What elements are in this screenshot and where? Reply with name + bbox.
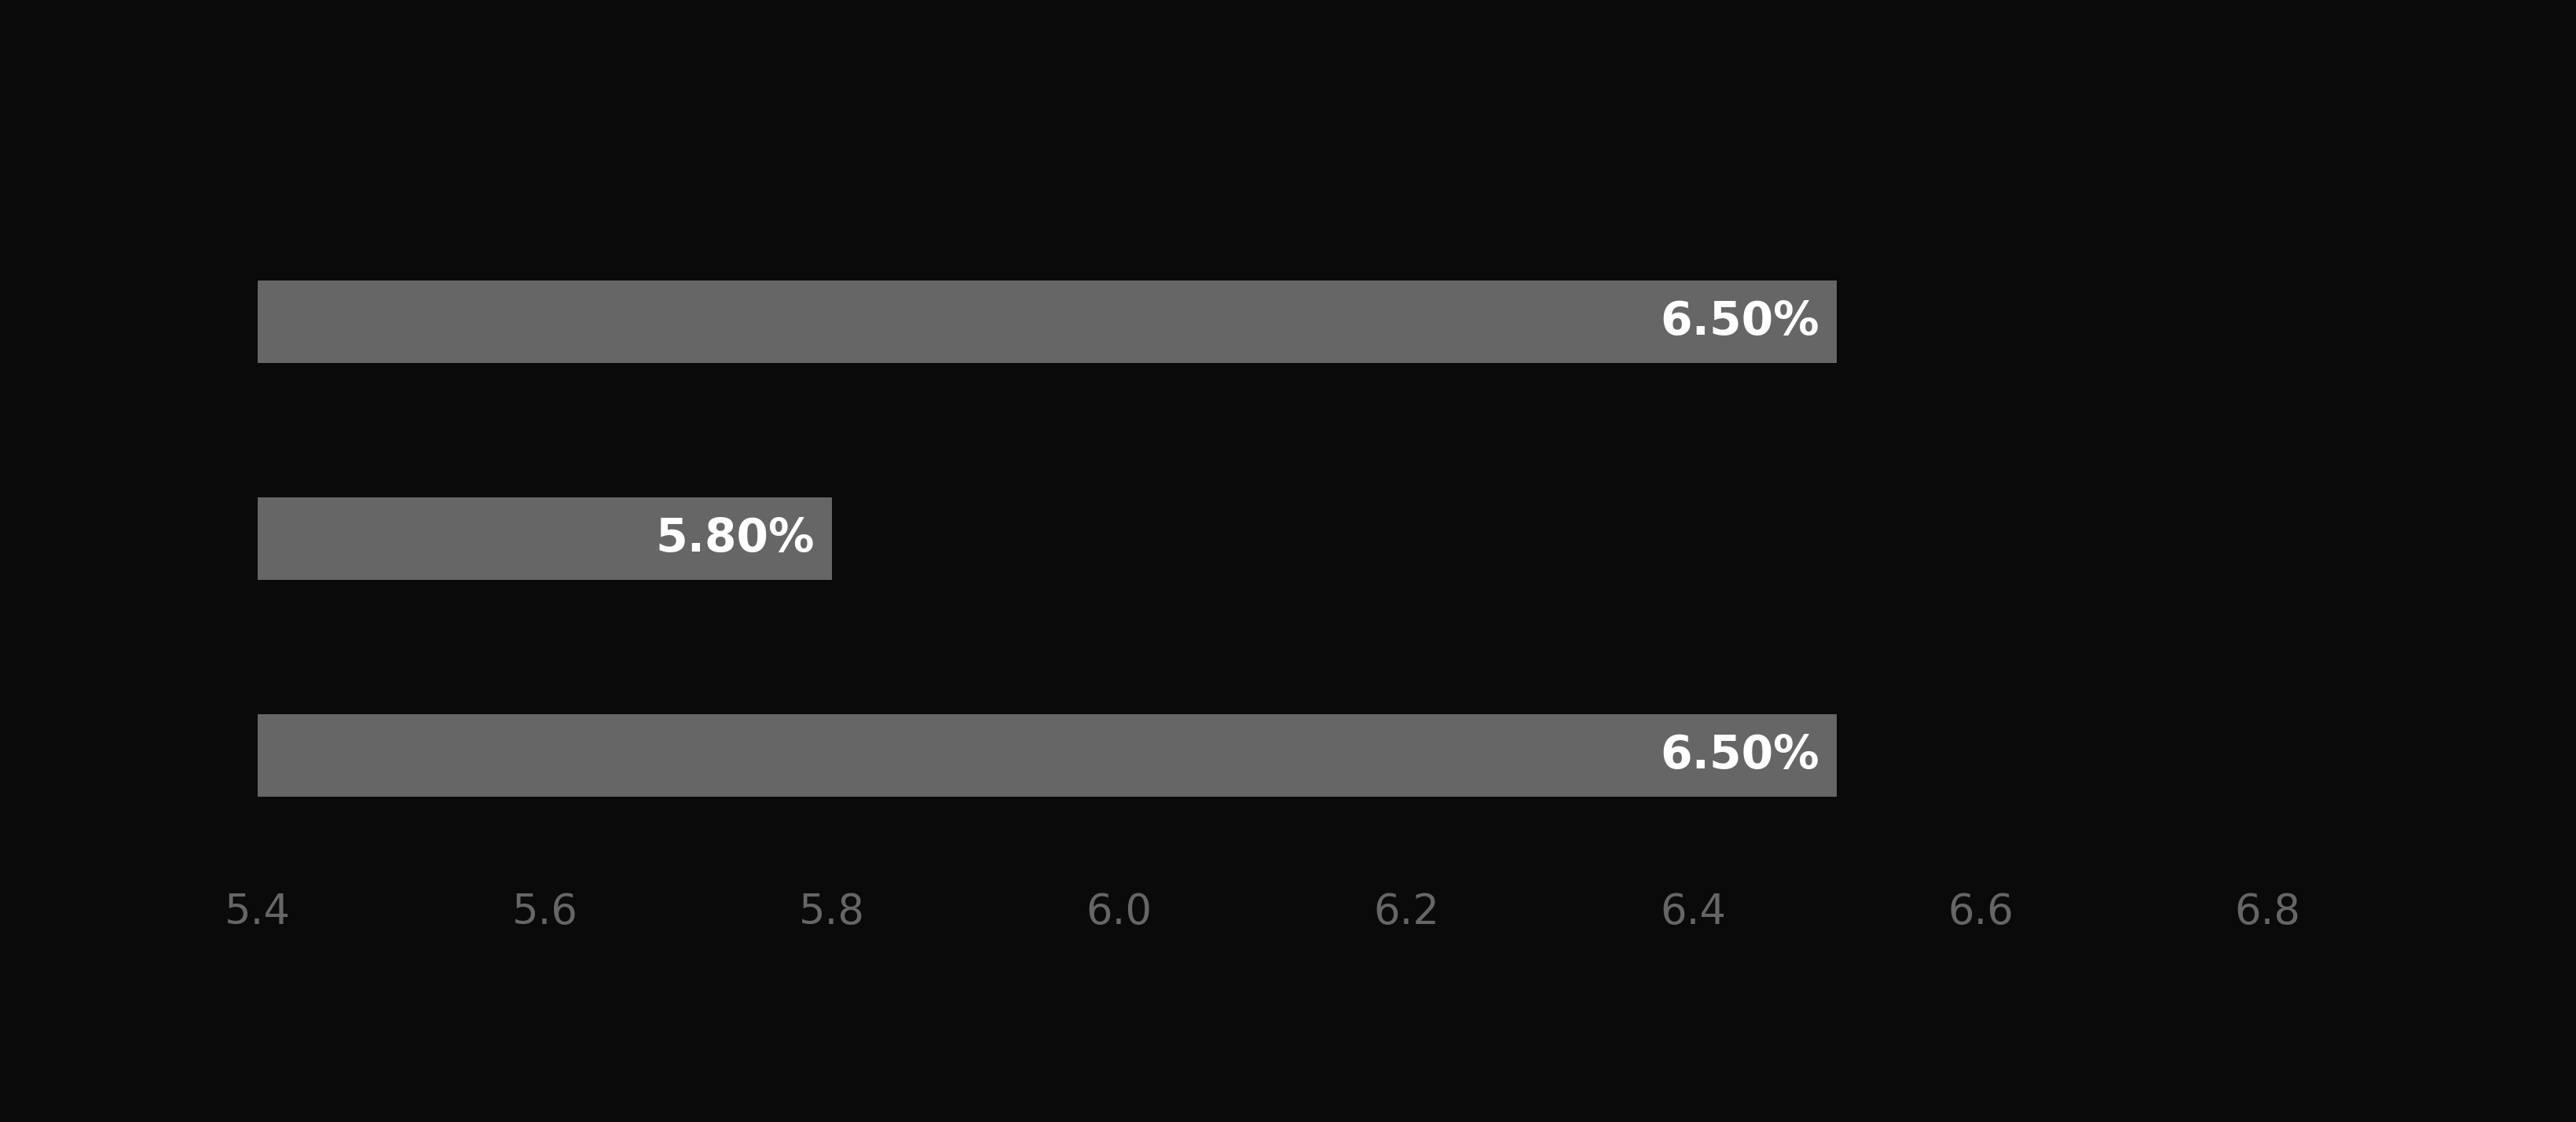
Bar <box>258 715 1837 797</box>
Text: 6.50%: 6.50% <box>1659 298 1819 343</box>
Bar <box>258 497 832 580</box>
Bar <box>258 280 1837 362</box>
Text: 6.50%: 6.50% <box>1659 734 1819 779</box>
Text: 5.80%: 5.80% <box>654 516 814 561</box>
